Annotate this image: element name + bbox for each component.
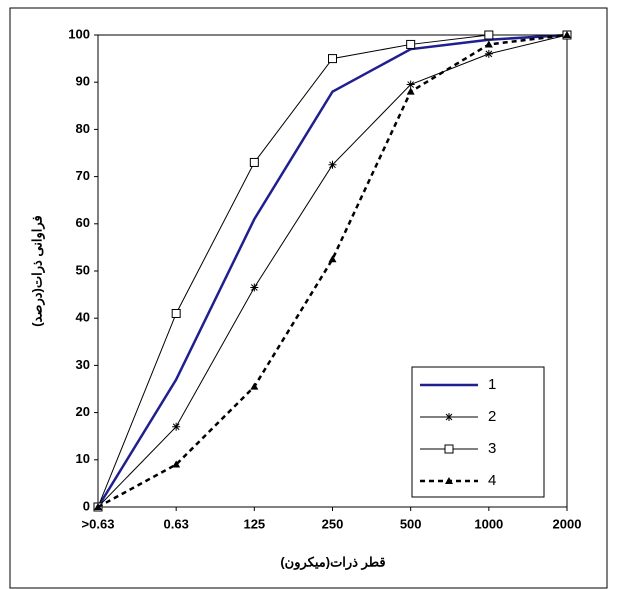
marker bbox=[484, 40, 493, 48]
y-tick-label: 30 bbox=[76, 357, 90, 372]
y-tick-label: 70 bbox=[76, 168, 90, 183]
y-tick-label: 100 bbox=[68, 26, 90, 41]
marker bbox=[444, 444, 454, 454]
marker bbox=[94, 503, 102, 510]
y-tick-label: 20 bbox=[76, 404, 90, 419]
x-tick-label: 1000 bbox=[474, 516, 503, 531]
x-tick-label: >0.63 bbox=[82, 516, 115, 531]
marker bbox=[563, 31, 571, 38]
x-tick-label: 250 bbox=[322, 516, 344, 531]
marker bbox=[445, 413, 453, 421]
legend: 1 2 3 4 bbox=[411, 366, 545, 498]
x-tick-label: 500 bbox=[400, 516, 422, 531]
legend-label: 3 bbox=[488, 440, 496, 457]
marker bbox=[328, 54, 337, 64]
marker bbox=[484, 30, 494, 40]
y-tick-label: 50 bbox=[76, 262, 90, 277]
legend-box bbox=[411, 366, 545, 498]
chart-frame bbox=[9, 7, 608, 589]
y-tick-label: 60 bbox=[76, 215, 90, 230]
x-tick-label: 0.63 bbox=[164, 516, 189, 531]
marker bbox=[484, 49, 493, 58]
y-tick-label: 90 bbox=[76, 74, 90, 89]
marker bbox=[172, 460, 181, 468]
marker bbox=[250, 382, 259, 390]
marker bbox=[328, 160, 337, 169]
series-line bbox=[96, 33, 568, 508]
marker bbox=[328, 255, 337, 263]
marker bbox=[445, 477, 453, 484]
y-tick-label: 80 bbox=[76, 121, 90, 136]
marker bbox=[406, 39, 416, 49]
marker bbox=[406, 80, 415, 89]
y-tick-label: 0 bbox=[83, 498, 90, 513]
marker bbox=[250, 283, 259, 292]
legend-label: 1 bbox=[488, 376, 496, 393]
y-tick-label: 40 bbox=[76, 310, 90, 325]
marker bbox=[406, 87, 415, 95]
legend-label: 4 bbox=[488, 472, 496, 489]
y-axis-title: فراوانی ذرات(درصد) bbox=[29, 215, 45, 326]
legend-label: 2 bbox=[488, 408, 496, 425]
x-tick-label: 125 bbox=[243, 516, 265, 531]
x-axis-title: قطر ذرات(میکرون) bbox=[280, 554, 385, 570]
x-tick-label: 2000 bbox=[553, 516, 582, 531]
marker bbox=[171, 308, 181, 318]
y-tick-label: 10 bbox=[76, 451, 90, 466]
marker bbox=[172, 422, 181, 431]
marker bbox=[249, 157, 259, 167]
